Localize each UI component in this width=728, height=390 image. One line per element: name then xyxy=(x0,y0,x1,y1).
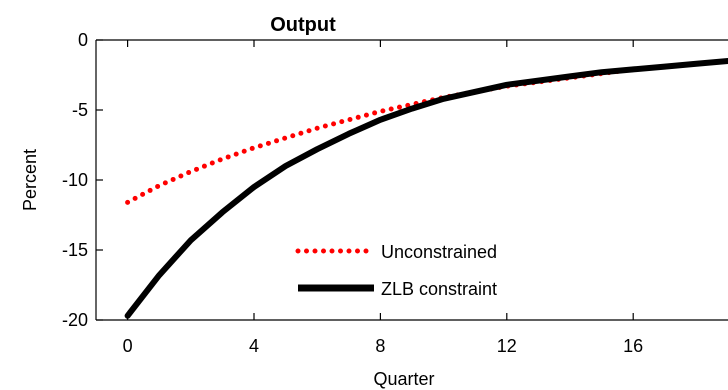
ticks-layer: 0 4 8 12 16 0 -5 -10 -15 -20 xyxy=(62,30,643,356)
legend-label-unconstrained: Unconstrained xyxy=(381,242,497,262)
y-tick-label: -20 xyxy=(62,310,88,330)
series-layer xyxy=(124,58,728,319)
axes-frame xyxy=(95,39,728,321)
y-tick-label: -5 xyxy=(72,100,88,120)
y-tick-label: -10 xyxy=(62,170,88,190)
x-axis-title: Quarter xyxy=(373,369,434,389)
legend-label-zlb-constraint: ZLB constraint xyxy=(381,279,497,299)
chart-title: Output xyxy=(270,14,336,36)
y-axis-title: Percent xyxy=(20,149,40,211)
y-tick-label: 0 xyxy=(78,30,88,50)
legend: Unconstrained ZLB constraint xyxy=(295,242,497,299)
x-tick-label: 8 xyxy=(375,336,385,356)
x-tick-label: 12 xyxy=(497,336,517,356)
y-tick-label: -15 xyxy=(62,240,88,260)
series-line-unconstrained xyxy=(125,58,728,205)
x-tick-label: 16 xyxy=(623,336,643,356)
x-tick-label: 4 xyxy=(249,336,259,356)
x-tick-label: 0 xyxy=(123,336,133,356)
series-line-zlb-constraint xyxy=(124,58,728,319)
